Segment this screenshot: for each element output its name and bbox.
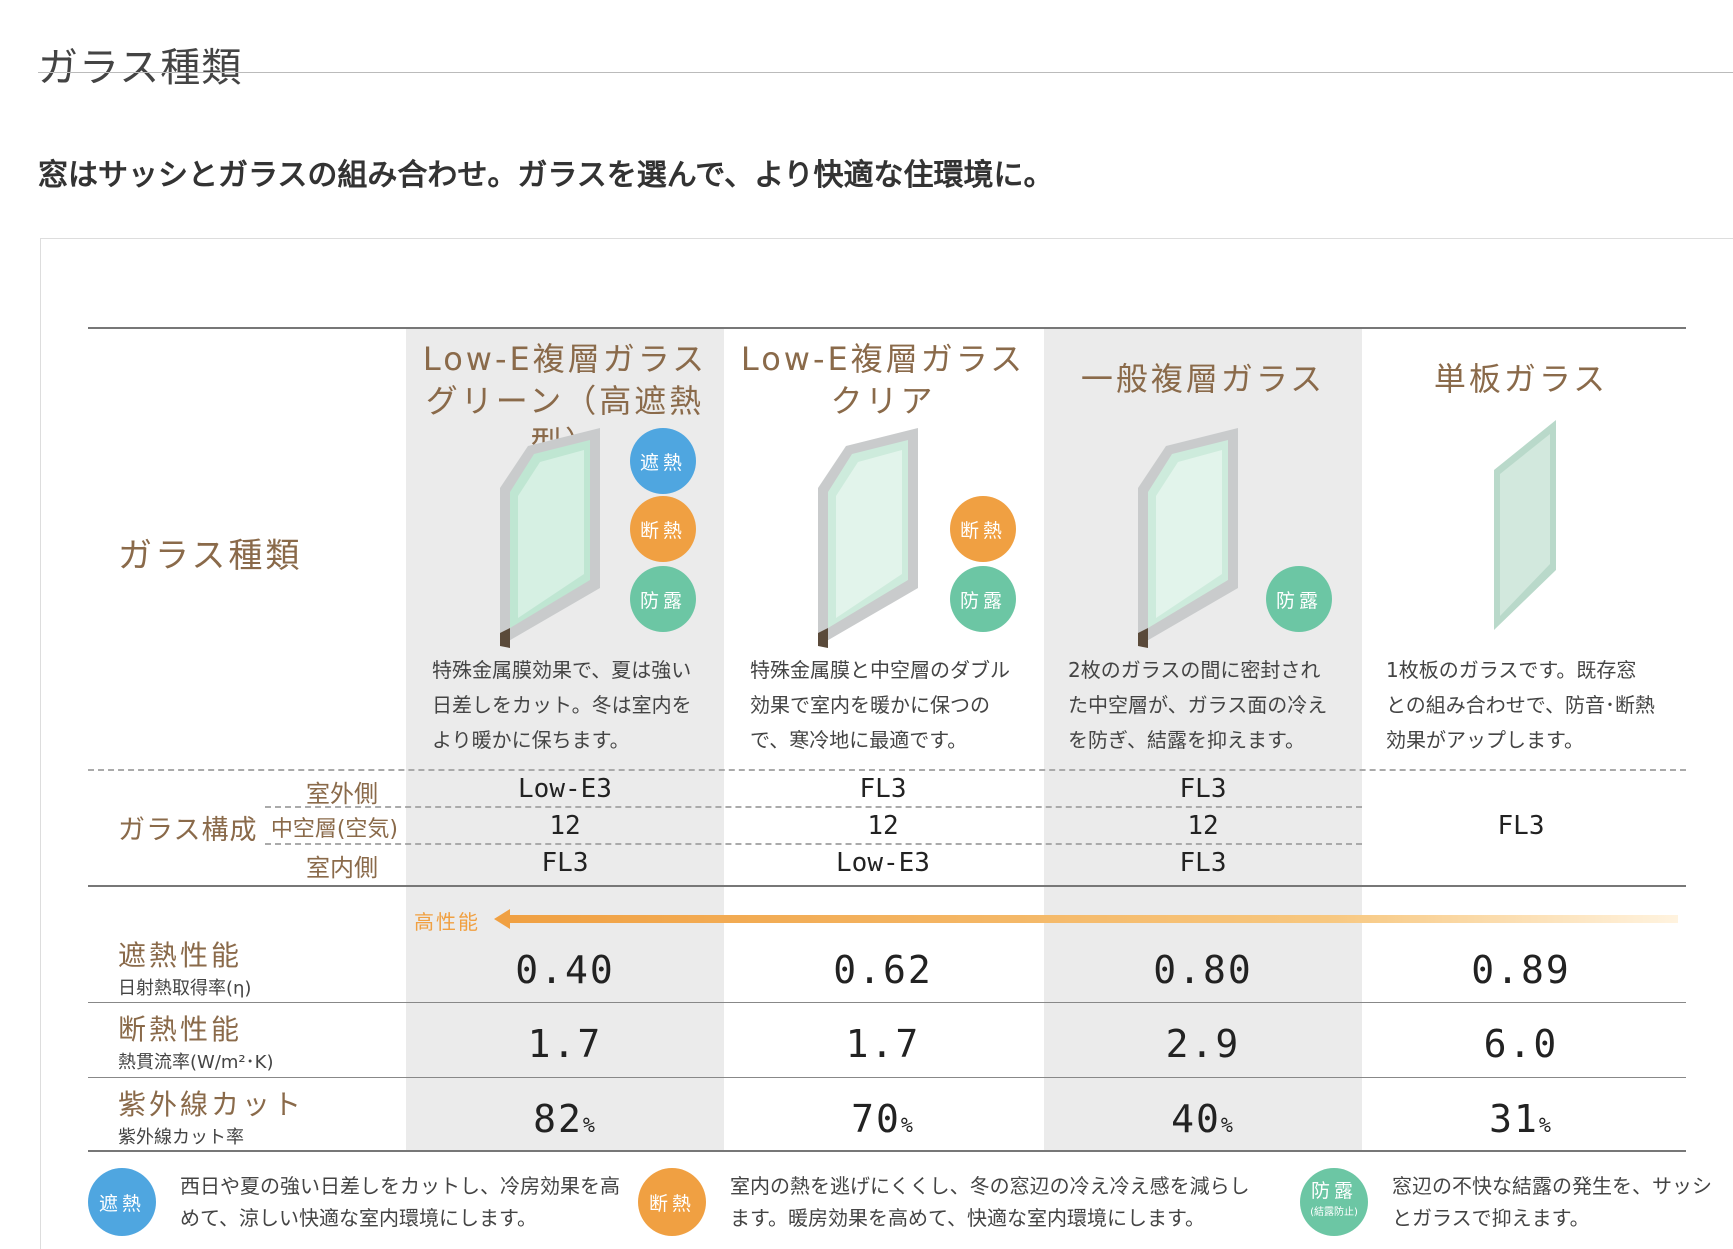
col3-uv-value: 40% bbox=[1171, 1097, 1235, 1141]
col3-outside: FL3 bbox=[1179, 774, 1227, 804]
single-glass-icon bbox=[1494, 420, 1556, 630]
col2-outside: FL3 bbox=[859, 774, 907, 804]
col1-insulation-value: 1.7 bbox=[527, 1022, 603, 1066]
insulation-badge-icon: 断熱 bbox=[630, 496, 696, 562]
col2-shading-value: 0.62 bbox=[833, 948, 933, 992]
metric-insulation-name: 断熱性能 bbox=[118, 1013, 243, 1046]
metric-insulation-sub: 熱貫流率(W/m²･K) bbox=[118, 1052, 274, 1073]
metric-uv-name: 紫外線カット bbox=[118, 1088, 305, 1121]
middle-label: 中空層(空気) bbox=[270, 817, 398, 842]
row-head-composition: ガラス構成 bbox=[118, 815, 258, 846]
col2-uv-value: 70% bbox=[851, 1097, 915, 1141]
col1-shading-value: 0.40 bbox=[515, 948, 615, 992]
col2-inside: Low-E3 bbox=[836, 848, 930, 878]
col1-middle: 12 bbox=[549, 811, 581, 841]
col2-insulation-value: 1.7 bbox=[845, 1022, 921, 1066]
metric-uv-sub: 紫外線カット率 bbox=[118, 1127, 244, 1148]
table-bottom-rule bbox=[88, 1150, 1686, 1152]
low-e-green-glass-icon bbox=[500, 428, 600, 648]
col3-shading-value: 0.80 bbox=[1153, 948, 1253, 992]
legend-shading-badge-icon: 遮熱 bbox=[88, 1168, 156, 1236]
legend-dew-badge-label: 防露 bbox=[1310, 1180, 1357, 1202]
legend-shading-text: 西日や夏の強い日差しをカットし、冷房効果を高めて、涼しい快適な室内環境にします。 bbox=[180, 1174, 620, 1230]
metric-rule-2 bbox=[88, 1077, 1686, 1078]
page-title: ガラス種類 bbox=[38, 44, 243, 91]
column-title-2-line1: Low-E複層ガラス bbox=[740, 340, 1026, 378]
title-divider bbox=[38, 72, 1733, 73]
dew-badge-icon: 防露 bbox=[1266, 566, 1332, 632]
outside-label: 室外側 bbox=[306, 780, 378, 808]
metric-rule-1 bbox=[88, 1002, 1686, 1003]
metric-shading-sub: 日射熱取得率(η) bbox=[118, 978, 252, 999]
glass-comparison-panel bbox=[40, 238, 1733, 1249]
col3-inside: FL3 bbox=[1179, 848, 1227, 878]
column-desc-4: 1枚板のガラスです。既存窓との組み合わせで、防音･断熱効果がアップします。 bbox=[1386, 658, 1655, 752]
column-desc-3: 2枚のガラスの間に密封された中空層が、ガラス面の冷えを防ぎ、結露を抑えます。 bbox=[1068, 658, 1328, 752]
col4-single: FL3 bbox=[1497, 811, 1545, 841]
performance-label: 高性能 bbox=[414, 910, 480, 934]
dew-badge-icon: 防露 bbox=[950, 566, 1016, 632]
metric-shading-name: 遮熱性能 bbox=[118, 939, 243, 972]
column-title-4: 単板ガラス bbox=[1433, 360, 1609, 398]
col4-insulation-value: 6.0 bbox=[1483, 1022, 1559, 1066]
col4-uv-value: 31% bbox=[1489, 1097, 1553, 1141]
column-title-2: Low-E複層ガラス クリア bbox=[724, 338, 1042, 422]
legend-dew-badge-icon: 防露 (結露防止) bbox=[1300, 1168, 1368, 1236]
insulation-badge-icon: 断熱 bbox=[950, 496, 1016, 562]
column-desc-1: 特殊金属膜効果で、夏は強い日差しをカット。冬は室内をより暖かに保ちます。 bbox=[432, 658, 692, 752]
composition-top-rule bbox=[88, 769, 1686, 771]
lead-text: 窓はサッシとガラスの組み合わせ。ガラスを選んで、より快適な住環境に。 bbox=[38, 158, 1054, 193]
inside-label: 室内側 bbox=[306, 854, 378, 882]
low-e-clear-glass-icon bbox=[818, 428, 918, 648]
legend-insulation-badge-icon: 断熱 bbox=[638, 1168, 706, 1236]
shading-badge-icon: 遮熱 bbox=[630, 428, 696, 494]
legend-insulation-text: 室内の熱を逃げにくくし、冬の窓辺の冷え冷え感を減らします。暖房効果を高めて、快適… bbox=[730, 1174, 1250, 1230]
col1-uv-value: 82% bbox=[533, 1097, 597, 1141]
composition-mid-rule-2 bbox=[265, 843, 1362, 845]
col3-middle: 12 bbox=[1187, 811, 1219, 841]
performance-arrow-icon bbox=[494, 909, 1678, 929]
col4-shading-value: 0.89 bbox=[1471, 948, 1571, 992]
column-title-2-line2: クリア bbox=[830, 382, 936, 420]
composition-bottom-rule bbox=[88, 885, 1686, 887]
table-top-rule bbox=[88, 327, 1686, 329]
composition-mid-rule-1 bbox=[265, 806, 1362, 808]
col1-outside: Low-E3 bbox=[518, 774, 612, 804]
col3-insulation-value: 2.9 bbox=[1165, 1022, 1241, 1066]
col1-inside: FL3 bbox=[541, 848, 589, 878]
legend-dew-text: 窓辺の不快な結露の発生を、サッシとガラスで抑えます。 bbox=[1392, 1174, 1712, 1230]
dew-badge-icon: 防露 bbox=[630, 566, 696, 632]
column-desc-2: 特殊金属膜と中空層のダブル効果で室内を暖かに保つので、寒冷地に最適です。 bbox=[750, 658, 1010, 752]
col2-middle: 12 bbox=[867, 811, 899, 841]
column-title-3: 一般複層ガラス bbox=[1080, 360, 1326, 398]
column-title-1-line1: Low-E複層ガラス bbox=[422, 340, 708, 378]
legend-dew-badge-sub: (結露防止) bbox=[1310, 1207, 1358, 1218]
row-head-glass-type: ガラス種類 bbox=[118, 536, 303, 576]
double-glass-icon bbox=[1138, 428, 1238, 648]
